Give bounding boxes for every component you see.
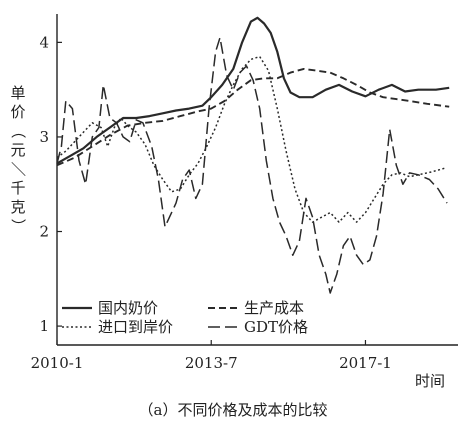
- y-axis-label: 单价 （ 元 ／ 千克 ）: [9, 84, 27, 234]
- y-label-char: 千: [10, 179, 25, 197]
- series-layer: [56, 16, 450, 294]
- y-label-char: ／: [9, 161, 27, 176]
- y-tick-label: 4: [39, 33, 49, 51]
- x-tick-label: 2017-1: [339, 354, 392, 372]
- x-tick-label: 2010-1: [31, 354, 84, 372]
- legend-label: 进口到岸价: [98, 318, 173, 336]
- y-label-char: （: [9, 123, 27, 138]
- y-tick-label: 2: [39, 223, 49, 241]
- x-tick-label: 2013-7: [185, 354, 238, 372]
- y-label-char: 单: [10, 84, 25, 102]
- y-tick-label: 3: [39, 128, 49, 146]
- y-label-char: 元: [10, 141, 25, 159]
- y-tick-label: 1: [39, 317, 49, 335]
- legend-label: GDT价格: [244, 318, 308, 336]
- legend-label: 国内奶价: [98, 299, 158, 317]
- x-axis-label: 时间: [415, 372, 445, 390]
- x-ticks: 2010-1 2013-7 2017-1: [31, 340, 392, 372]
- series-line-4: [56, 36, 448, 294]
- series-line-1: [56, 16, 450, 165]
- y-label-char: 克: [10, 198, 25, 216]
- series-line-3: [56, 55, 446, 223]
- figure-caption: （a）不同价格及成本的比较: [139, 401, 328, 419]
- y-label-char: 价: [10, 103, 25, 121]
- y-ticks: 1 2 3 4: [39, 33, 62, 335]
- legend-label: 生产成本: [244, 299, 304, 317]
- y-label-char: ）: [9, 218, 27, 233]
